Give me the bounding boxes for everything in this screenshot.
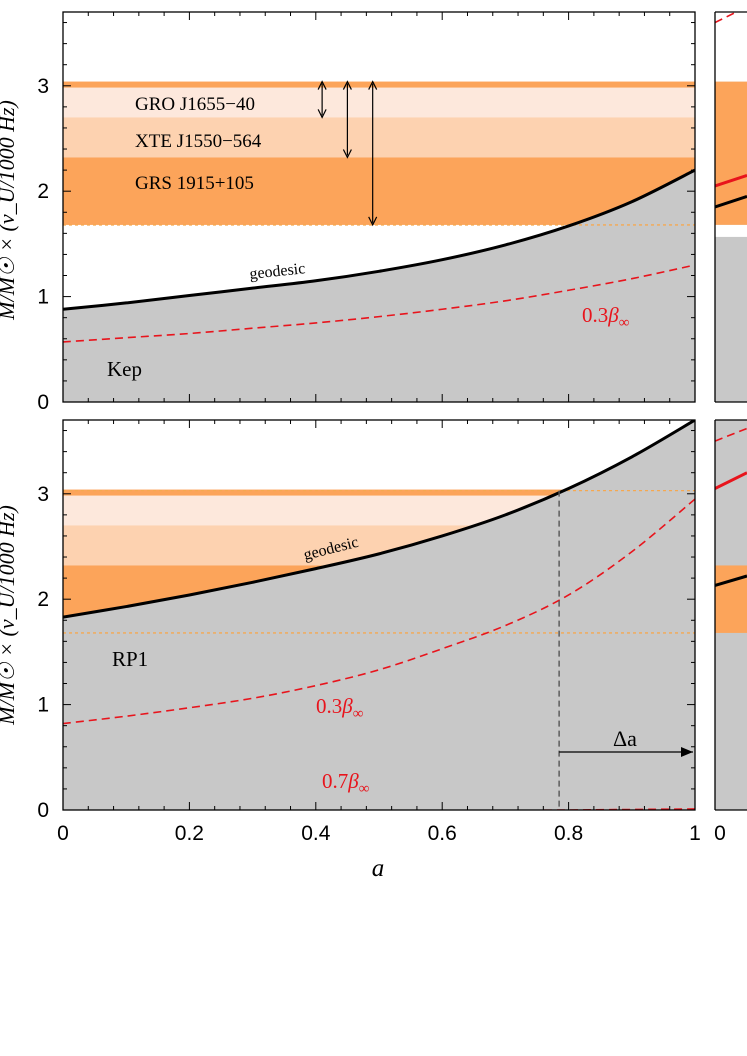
right-white-gap-0 xyxy=(715,224,747,237)
panel-label-rp1: RP1 xyxy=(112,647,148,671)
ytick-label-0-0: 0 xyxy=(37,391,49,414)
series-1-1 xyxy=(63,498,695,725)
ytick-label-0-2: 2 xyxy=(37,180,49,203)
xtick-label-2: 0.4 xyxy=(301,822,331,845)
right-red-0 xyxy=(715,173,747,188)
band-top-line-0 xyxy=(63,81,695,88)
xtick-label-4: 0.8 xyxy=(554,822,583,845)
band-label-gro: GRO J1655−40 xyxy=(135,94,255,115)
beta-label-kep: 0.3β∞ xyxy=(582,303,629,331)
panel-kep-frame xyxy=(62,11,696,403)
geodesic-fill-0 xyxy=(63,170,695,402)
x-axis-title: a xyxy=(372,855,385,882)
band-0-2 xyxy=(63,157,695,225)
series-1-0 xyxy=(63,420,695,619)
right-band-1 xyxy=(715,565,747,633)
right-red-1 xyxy=(715,471,747,490)
band-label-xte: XTE J1550−564 xyxy=(135,131,262,152)
series-0-1 xyxy=(63,264,695,343)
right-red-dashed-0 xyxy=(715,12,739,24)
ytick-label-1-3: 3 xyxy=(37,483,49,506)
range-arrow-head-top-2 xyxy=(368,80,378,90)
range-arrow-head-top-0 xyxy=(317,80,327,90)
xtick-label-0: 0 xyxy=(57,822,69,845)
panel-label-kep: Kep xyxy=(107,357,142,381)
panel-kep: 0 1 2 3 GRO J1655−40 XTE J1550−564 GRS 1915… xyxy=(37,11,696,414)
right-white-0 xyxy=(715,12,747,82)
right-black-0 xyxy=(715,195,747,209)
right-black-1 xyxy=(715,574,747,587)
range-arrow-head-top-1 xyxy=(342,80,352,90)
series-0-0 xyxy=(63,168,695,311)
right-partial-panels: 0 xyxy=(714,11,747,845)
band-label-grs: GRS 1915+105 xyxy=(135,173,254,194)
right-xtick-0: 0 xyxy=(714,822,726,845)
xtick-label-1: 0.2 xyxy=(175,822,204,845)
xtick-label-5: 1 xyxy=(689,822,701,845)
range-arrow-head-bottom-1 xyxy=(342,149,352,159)
ytick-label-0-1: 1 xyxy=(37,286,49,309)
delta-a-arrow-head xyxy=(681,747,693,757)
band-0-1 xyxy=(63,117,695,158)
geodesic-fill-1 xyxy=(63,420,695,810)
ytick-label-1-0: 0 xyxy=(37,799,49,822)
xtick-label-3: 0.6 xyxy=(428,822,457,845)
right-red-dashed-1 xyxy=(715,427,747,442)
ytick-label-1-1: 1 xyxy=(37,694,49,717)
panel-rp1-frame xyxy=(62,419,696,811)
beta-label-rp1-03: 0.3β∞ xyxy=(316,694,363,722)
y-axis-title-top: M/M☉ × (ν_U/1000 Hz) xyxy=(0,100,19,321)
ytick-label-0-3: 3 xyxy=(37,75,49,98)
range-arrow-head-bottom-0 xyxy=(317,109,327,119)
delta-a-label: Δa xyxy=(613,726,637,751)
band-top-line-1 xyxy=(63,489,695,496)
right-band-0 xyxy=(715,81,747,225)
y-axis-title-bottom: M/M☉ × (ν_U/1000 Hz) xyxy=(0,505,19,726)
geodesic-label-kep: geodesic xyxy=(249,260,306,283)
range-arrow-head-bottom-2 xyxy=(368,216,378,227)
ytick-label-1-2: 2 xyxy=(37,588,49,611)
beta-label-rp1-07: 0.7β∞ xyxy=(322,769,369,797)
